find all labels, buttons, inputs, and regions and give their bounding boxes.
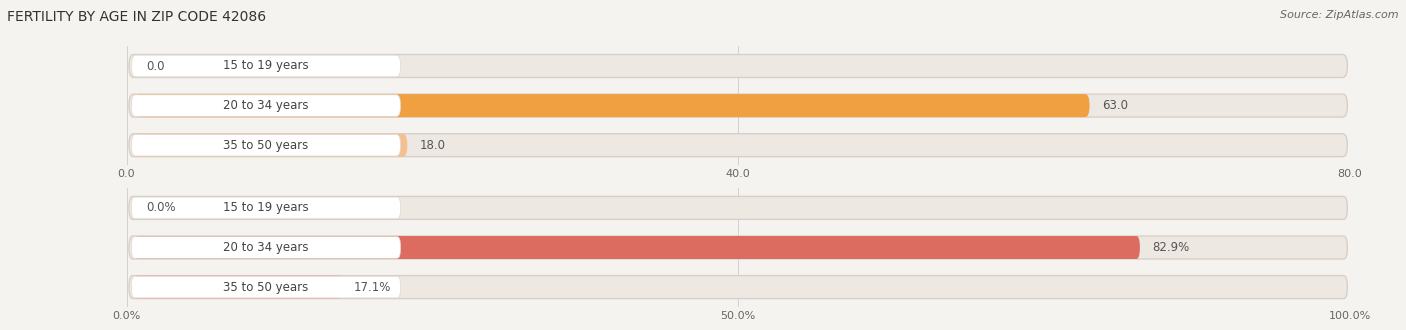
- FancyBboxPatch shape: [129, 54, 1347, 78]
- Text: FERTILITY BY AGE IN ZIP CODE 42086: FERTILITY BY AGE IN ZIP CODE 42086: [7, 10, 266, 24]
- FancyBboxPatch shape: [135, 134, 408, 157]
- FancyBboxPatch shape: [131, 134, 401, 156]
- Text: Source: ZipAtlas.com: Source: ZipAtlas.com: [1281, 10, 1399, 20]
- FancyBboxPatch shape: [129, 236, 1347, 259]
- FancyBboxPatch shape: [131, 55, 401, 77]
- Text: 0.0%: 0.0%: [146, 201, 176, 214]
- FancyBboxPatch shape: [129, 94, 1347, 117]
- FancyBboxPatch shape: [131, 95, 401, 116]
- Text: 35 to 50 years: 35 to 50 years: [224, 139, 308, 152]
- FancyBboxPatch shape: [135, 236, 1140, 259]
- Text: 17.1%: 17.1%: [354, 280, 391, 294]
- Text: 18.0: 18.0: [419, 139, 446, 152]
- FancyBboxPatch shape: [129, 276, 1347, 299]
- Text: 35 to 50 years: 35 to 50 years: [224, 280, 308, 294]
- Text: 0.0: 0.0: [146, 59, 165, 73]
- FancyBboxPatch shape: [129, 196, 1347, 219]
- Text: 82.9%: 82.9%: [1152, 241, 1189, 254]
- FancyBboxPatch shape: [131, 276, 401, 298]
- Text: 63.0: 63.0: [1102, 99, 1128, 112]
- FancyBboxPatch shape: [129, 134, 1347, 157]
- Text: 20 to 34 years: 20 to 34 years: [224, 99, 309, 112]
- FancyBboxPatch shape: [135, 94, 1090, 117]
- Text: 15 to 19 years: 15 to 19 years: [224, 59, 309, 73]
- FancyBboxPatch shape: [135, 276, 342, 299]
- Text: 20 to 34 years: 20 to 34 years: [224, 241, 309, 254]
- FancyBboxPatch shape: [131, 237, 401, 258]
- FancyBboxPatch shape: [131, 197, 401, 219]
- Text: 15 to 19 years: 15 to 19 years: [224, 201, 309, 214]
